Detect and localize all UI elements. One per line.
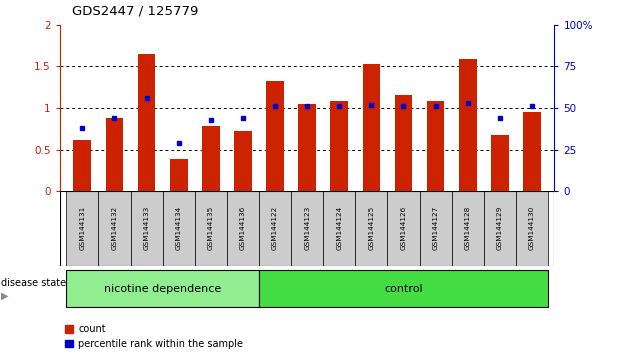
Text: GSM144125: GSM144125	[369, 206, 374, 251]
Bar	[106, 118, 123, 191]
Text: GSM144134: GSM144134	[176, 206, 181, 251]
Bar	[427, 101, 444, 191]
Text: GSM144130: GSM144130	[529, 206, 535, 251]
Text: GSM144123: GSM144123	[304, 206, 310, 251]
Bar	[459, 59, 476, 191]
Text: disease state: disease state	[1, 278, 66, 288]
Text: GDS2447 / 125779: GDS2447 / 125779	[72, 5, 199, 18]
Bar	[66, 270, 259, 307]
Bar	[234, 131, 252, 191]
Bar	[298, 104, 316, 191]
Bar	[420, 191, 452, 266]
Text: nicotine dependence: nicotine dependence	[104, 284, 221, 293]
Text: GSM144132: GSM144132	[112, 206, 117, 251]
Bar	[170, 159, 188, 191]
Bar	[259, 191, 291, 266]
Bar	[202, 126, 220, 191]
Text: control: control	[384, 284, 423, 293]
Text: GSM144126: GSM144126	[401, 206, 406, 251]
Bar	[291, 191, 323, 266]
Text: GSM144131: GSM144131	[79, 206, 85, 251]
Text: GSM144122: GSM144122	[272, 206, 278, 251]
Bar	[516, 191, 548, 266]
Bar	[98, 191, 130, 266]
Bar	[66, 191, 98, 266]
Text: GSM144127: GSM144127	[433, 206, 438, 251]
Bar	[355, 191, 387, 266]
Bar	[259, 270, 548, 307]
Bar	[523, 112, 541, 191]
Text: ▶: ▶	[1, 291, 9, 301]
Bar	[394, 96, 412, 191]
Bar	[266, 81, 284, 191]
Bar	[163, 191, 195, 266]
Bar	[452, 191, 484, 266]
Text: GSM144136: GSM144136	[240, 206, 246, 251]
Bar	[227, 191, 259, 266]
Bar	[195, 191, 227, 266]
Bar	[362, 64, 380, 191]
Bar	[491, 136, 508, 191]
Text: GSM144128: GSM144128	[465, 206, 471, 251]
Bar	[387, 191, 420, 266]
Bar	[74, 139, 91, 191]
Text: GSM144133: GSM144133	[144, 206, 149, 251]
Text: GSM144129: GSM144129	[497, 206, 503, 251]
Bar	[323, 191, 355, 266]
Bar	[330, 101, 348, 191]
Bar	[138, 54, 156, 191]
Bar	[484, 191, 516, 266]
Legend: count, percentile rank within the sample: count, percentile rank within the sample	[65, 324, 243, 349]
Bar	[130, 191, 163, 266]
Text: GSM144135: GSM144135	[208, 206, 214, 251]
Text: GSM144124: GSM144124	[336, 206, 342, 251]
